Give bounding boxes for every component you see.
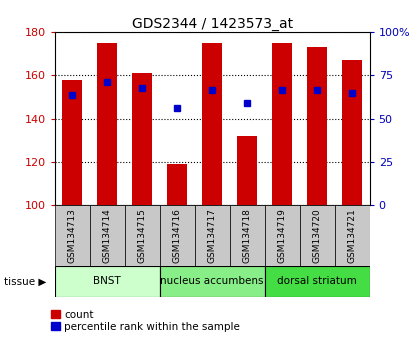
Bar (230, 205, 265, 266)
Bar (265, 205, 299, 266)
Bar (55, 205, 89, 266)
Bar (299, 205, 335, 266)
Text: GSM134719: GSM134719 (278, 208, 286, 263)
Bar (342, 60, 362, 205)
Text: dorsal striatum: dorsal striatum (277, 276, 357, 286)
Text: tissue ▶: tissue ▶ (4, 276, 47, 286)
Text: GSM134716: GSM134716 (173, 208, 181, 263)
Bar (194, 205, 230, 266)
Bar (202, 43, 222, 205)
Text: GSM134715: GSM134715 (138, 208, 147, 263)
Bar (55, 266, 160, 297)
Text: GSM134714: GSM134714 (102, 208, 112, 263)
Bar (160, 205, 194, 266)
Bar (125, 205, 160, 266)
Bar (63, 80, 82, 205)
Title: GDS2344 / 1423573_at: GDS2344 / 1423573_at (131, 17, 293, 31)
Bar (160, 266, 265, 297)
Text: nucleus accumbens: nucleus accumbens (160, 276, 264, 286)
Bar (89, 205, 125, 266)
Text: GSM134718: GSM134718 (243, 208, 252, 263)
Text: BNST: BNST (93, 276, 121, 286)
Bar (237, 136, 257, 205)
Bar (273, 43, 292, 205)
Text: GSM134713: GSM134713 (68, 208, 76, 263)
Bar (265, 266, 370, 297)
Bar (307, 47, 327, 205)
Bar (335, 205, 370, 266)
Bar (132, 73, 152, 205)
Text: GSM134720: GSM134720 (312, 208, 322, 263)
Text: GSM134721: GSM134721 (348, 208, 357, 263)
Bar (168, 164, 187, 205)
Bar (97, 43, 117, 205)
Legend: count, percentile rank within the sample: count, percentile rank within the sample (51, 310, 240, 332)
Text: GSM134717: GSM134717 (207, 208, 217, 263)
